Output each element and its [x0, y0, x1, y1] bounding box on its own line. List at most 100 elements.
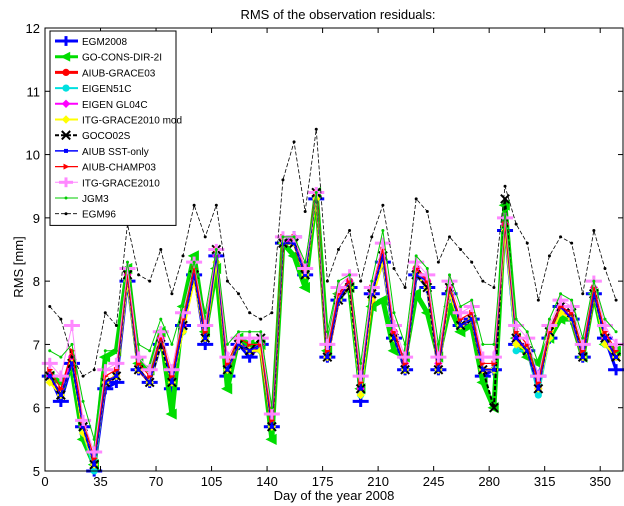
triangle-left-marker — [221, 383, 233, 395]
dot-marker — [547, 254, 551, 258]
y-tick-label: 10 — [26, 148, 40, 163]
square-marker — [536, 386, 541, 391]
dot-marker — [325, 330, 329, 334]
triangle-left-marker — [554, 313, 566, 325]
diamond-marker — [511, 340, 521, 349]
dot-marker — [314, 191, 318, 195]
dot-marker — [436, 342, 440, 346]
dot-marker — [270, 406, 274, 410]
square-marker — [136, 367, 141, 372]
dot-marker — [59, 355, 63, 359]
square-marker — [81, 424, 86, 429]
dot-marker — [92, 437, 96, 441]
dot-marker — [581, 336, 585, 340]
dot-marker — [92, 368, 96, 372]
dot-marker — [381, 203, 385, 207]
square-marker — [414, 272, 419, 277]
legend-label: EGM2008 — [82, 37, 127, 48]
dot-marker — [481, 279, 485, 283]
diamond-marker — [600, 340, 610, 349]
dot-marker — [470, 298, 474, 302]
dot-marker — [137, 342, 141, 346]
legend-label: ITG-GRACE2010 — [82, 178, 160, 189]
dot-marker — [403, 285, 407, 289]
dot-marker — [492, 285, 496, 289]
dot-marker — [448, 235, 452, 239]
square-marker — [69, 361, 74, 366]
diamond-marker — [61, 115, 71, 124]
x-marker — [489, 402, 499, 413]
x-tick-label: 105 — [201, 474, 223, 489]
square-marker — [569, 317, 574, 322]
dot-marker — [570, 298, 574, 302]
diamond-marker — [61, 99, 71, 108]
triangle-left-marker — [498, 199, 510, 211]
square-marker — [369, 291, 374, 296]
dot-marker — [70, 342, 74, 346]
plot-frame — [44, 27, 624, 472]
legend-label: AIUB SST-only — [82, 147, 149, 158]
legend-label: EIGEN51C — [82, 84, 131, 95]
legend-entry: JGM3 — [55, 194, 109, 205]
triangle-left-marker — [60, 51, 71, 62]
dot-marker — [314, 127, 318, 131]
dot-marker — [225, 279, 229, 283]
dot-marker — [137, 273, 141, 277]
square-marker — [225, 367, 230, 372]
square-marker — [58, 393, 63, 398]
square-marker — [192, 272, 197, 277]
square-marker — [436, 367, 441, 372]
dot-marker — [103, 349, 107, 353]
square-marker — [358, 386, 363, 391]
dot-marker — [392, 266, 396, 270]
dot-marker — [503, 184, 507, 188]
dot-marker — [237, 330, 241, 334]
y-tick-label: 7 — [33, 337, 40, 352]
legend-entry: ITG-GRACE2010 — [55, 177, 160, 189]
square-marker — [525, 348, 530, 353]
dot-marker — [303, 260, 307, 264]
circle-marker — [512, 347, 520, 355]
dot-marker — [547, 317, 551, 321]
dot-marker — [270, 311, 274, 315]
y-tick-label: 5 — [33, 464, 40, 479]
square-marker — [92, 462, 97, 467]
dot-marker — [525, 241, 529, 245]
dot-marker — [203, 311, 207, 315]
square-marker — [103, 380, 108, 385]
dot-marker — [237, 292, 241, 296]
square-marker — [458, 323, 463, 328]
legend-entry: EGM2008 — [55, 36, 127, 48]
circle-marker — [62, 68, 70, 76]
dot-marker — [203, 235, 207, 239]
dot-marker — [114, 349, 118, 353]
dot-marker — [281, 235, 285, 239]
dot-marker — [381, 229, 385, 233]
square-marker — [325, 355, 330, 360]
dot-marker — [559, 292, 563, 296]
dot-marker — [392, 311, 396, 315]
dot-marker — [64, 196, 68, 200]
legend-entry: EIGEN GL04C — [55, 99, 148, 111]
square-marker — [380, 253, 385, 258]
x-tick-label: 315 — [534, 474, 556, 489]
dot-marker — [414, 197, 418, 201]
diamond-marker — [356, 390, 365, 400]
legend-entry: EIGEN51C — [55, 84, 131, 95]
series-layer — [41, 127, 624, 477]
square-marker — [64, 148, 68, 153]
x-tick-label: 280 — [478, 474, 500, 489]
dot-marker — [503, 210, 507, 214]
dot-marker — [181, 254, 185, 258]
square-marker — [147, 380, 152, 385]
x-tick-label: 0 — [41, 474, 48, 489]
legend-label: AIUB-GRACE03 — [82, 68, 156, 79]
dot-marker — [59, 317, 63, 321]
dot-marker — [181, 304, 185, 308]
square-marker — [181, 323, 186, 328]
dot-marker — [492, 342, 496, 346]
legend-entry: AIUB-CHAMP03 — [55, 163, 156, 174]
square-marker — [336, 298, 341, 303]
dot-marker — [470, 260, 474, 264]
